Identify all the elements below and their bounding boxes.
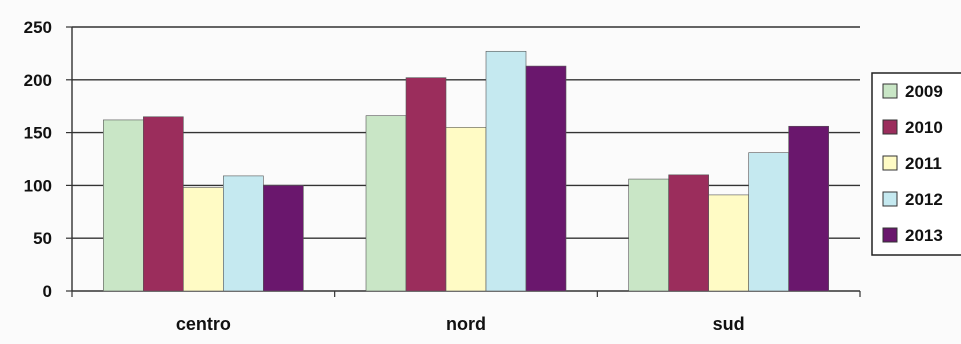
bar-centro-2010	[143, 116, 184, 292]
bar-sud-2009	[628, 178, 669, 292]
legend-label-2009: 2009	[905, 82, 943, 101]
y-tick-label: 250	[24, 18, 52, 37]
bar-nord-2013	[525, 65, 567, 292]
bars	[103, 50, 829, 292]
y-tick-labels: 0 50 100 150 200 250	[24, 18, 52, 301]
y-tick-label: 200	[24, 71, 52, 90]
bar-nord-2012	[485, 50, 527, 292]
legend-label-2013: 2013	[905, 226, 943, 245]
x-tick-label: sud	[713, 314, 745, 334]
x-tick-labels: centro nord sud	[176, 314, 745, 334]
bar-centro-2011	[183, 187, 224, 292]
bar-centro-2013	[263, 185, 304, 292]
legend-swatch-2013	[882, 227, 898, 243]
legend-label-2012: 2012	[905, 190, 943, 209]
bar-nord-2009	[365, 115, 407, 292]
legend-swatch-2009	[882, 83, 898, 99]
bar-centro-2009	[103, 119, 144, 292]
bar-sud-2013	[788, 125, 829, 292]
y-tick-label: 0	[43, 282, 52, 301]
x-tick-label: centro	[176, 314, 231, 334]
bar-centro-2012	[223, 175, 264, 292]
legend-label-2011: 2011	[905, 154, 942, 173]
legend: 2009 2010 2011 2012 2013	[871, 72, 961, 256]
y-tick-label: 100	[24, 176, 52, 195]
bar-nord-2011	[445, 127, 487, 292]
bar-sud-2010	[668, 174, 709, 292]
legend-label-2010: 2010	[905, 118, 943, 137]
bar-nord-2010	[405, 77, 447, 292]
y-tick-label: 50	[33, 229, 52, 248]
bar-sud-2012	[748, 152, 789, 292]
legend-swatch-2010	[882, 119, 898, 135]
x-tick-label: nord	[446, 314, 486, 334]
legend-swatch-2012	[882, 191, 898, 207]
legend-swatch-2011	[882, 155, 898, 171]
bar-sud-2011	[708, 194, 749, 292]
y-tick-label: 150	[24, 124, 52, 143]
